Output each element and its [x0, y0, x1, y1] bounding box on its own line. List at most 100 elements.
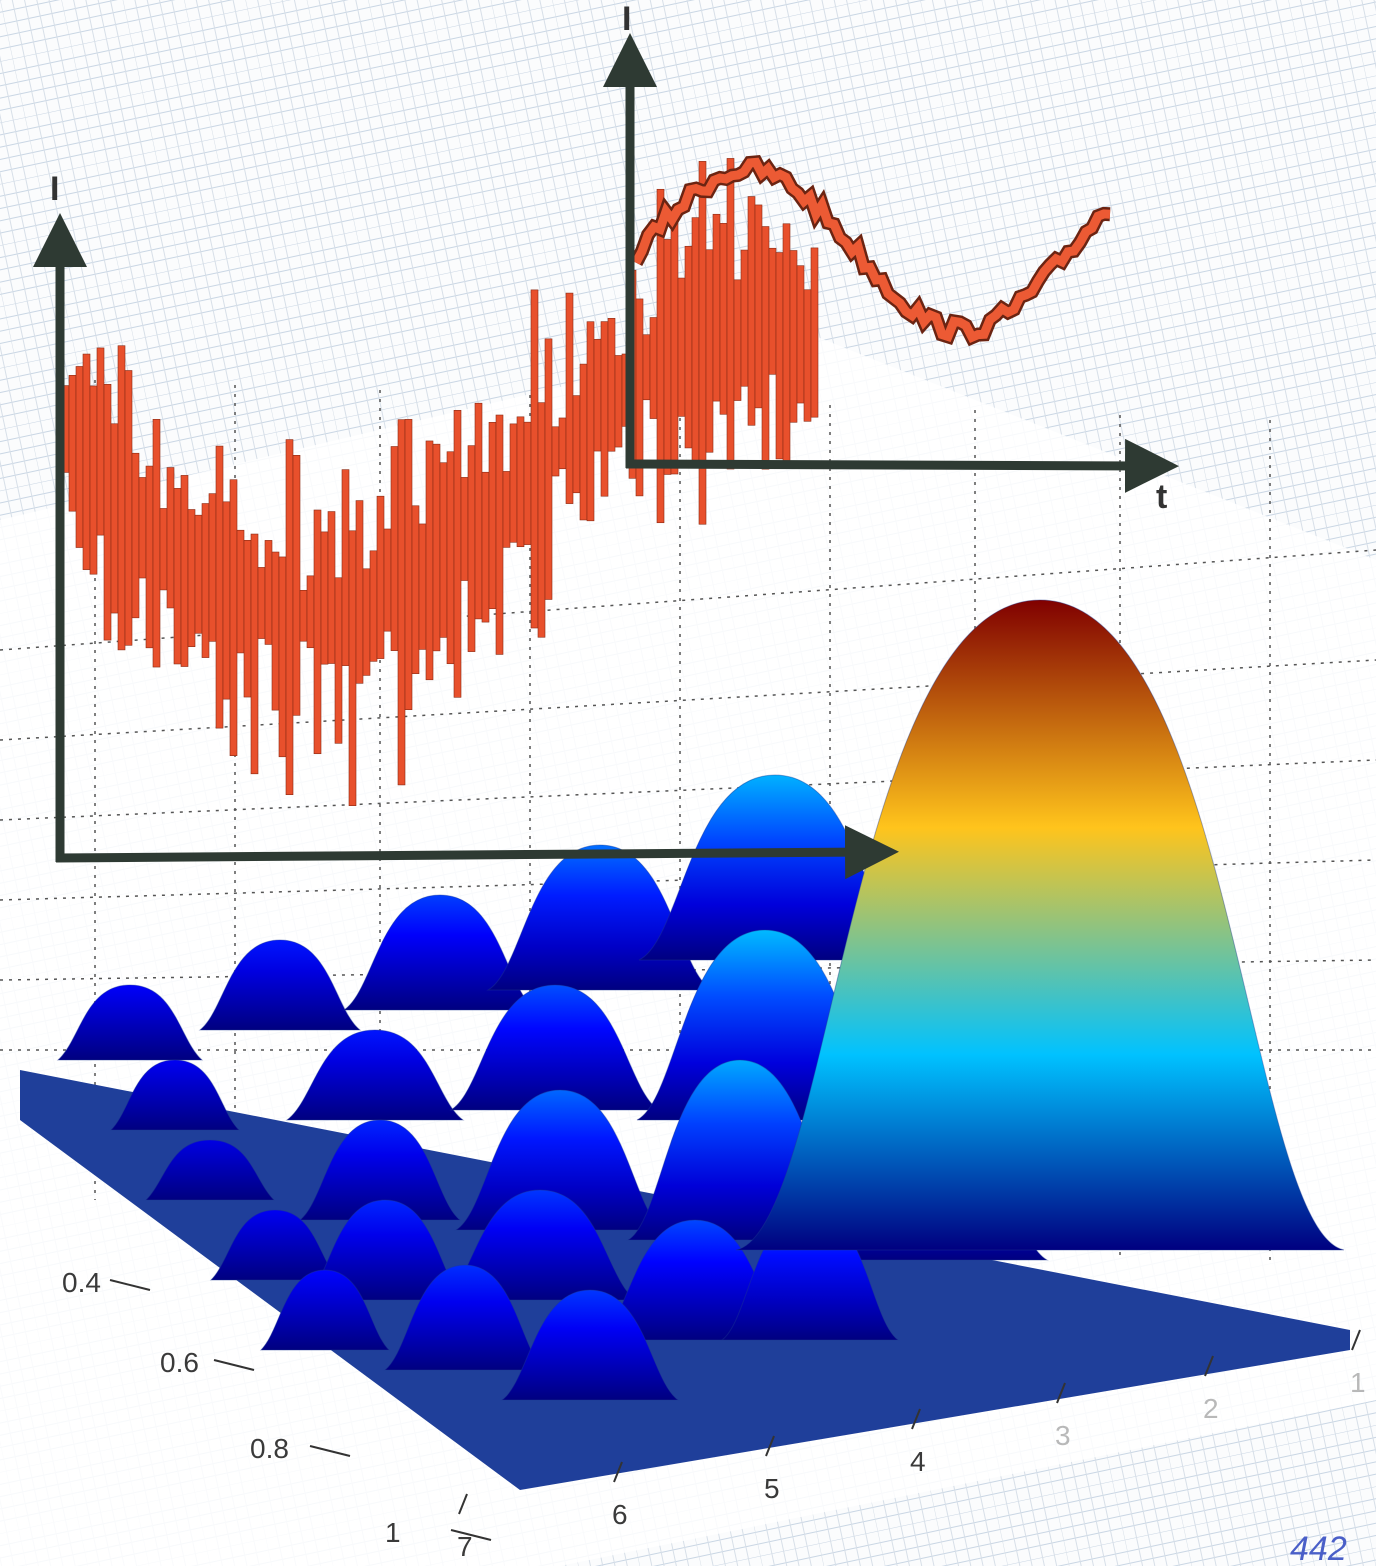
noisy-signal-bar [118, 346, 125, 650]
noisy-signal-bar [713, 214, 720, 401]
noisy-signal-bar [468, 446, 475, 652]
noisy-signal-bar [706, 250, 713, 453]
noisy-signal-bar [650, 318, 657, 419]
noisy-signal-bar [83, 354, 90, 570]
noisy-signal-bar [797, 266, 804, 403]
noisy-signal-bar [174, 488, 181, 664]
left-x-axis [56, 852, 872, 858]
noisy-signal-bar [608, 318, 615, 451]
noisy-signal-bar [769, 248, 776, 374]
noisy-signal-bar [685, 246, 692, 448]
noisy-signal-bar [188, 510, 195, 647]
noisy-signal-bar [314, 510, 321, 754]
tick-label: 4 [910, 1446, 926, 1477]
noisy-signal-bar [678, 278, 685, 416]
cover-art: I I t 0.40.60.817654321 442 [0, 0, 1376, 1566]
noisy-signal-bar [300, 590, 307, 641]
noisy-signal-bar [699, 161, 706, 524]
noisy-signal-bar [258, 567, 265, 638]
tick-label: 2 [1203, 1393, 1219, 1424]
noisy-signal-bar [97, 348, 104, 535]
noisy-signal-bar [377, 496, 384, 658]
noisy-signal-bar [223, 502, 230, 699]
noisy-signal-bar [181, 475, 188, 666]
noisy-signal-bar [342, 470, 349, 666]
noisy-signal-bar [209, 494, 216, 642]
noisy-signal-bar [496, 415, 503, 654]
noisy-signal-bar [405, 419, 412, 709]
noisy-signal-bar [573, 396, 580, 493]
noisy-signal-bar [384, 529, 391, 631]
noisy-signal-bar [524, 422, 531, 544]
noisy-signal-bar [251, 534, 258, 774]
noisy-signal-bar [601, 322, 608, 497]
noisy-signal-bar [370, 551, 377, 662]
noisy-signal-bar [139, 477, 146, 578]
noisy-signal-bar [69, 375, 76, 511]
tick-label: 5 [764, 1473, 780, 1504]
noisy-signal-bar [230, 480, 237, 756]
noisy-signal-bar [419, 524, 426, 649]
noisy-signal-bar [643, 335, 650, 400]
noisy-signal-bar [356, 501, 363, 684]
noisy-signal-bar [762, 227, 769, 470]
tick-label: 0.8 [250, 1433, 289, 1464]
noisy-signal-bar [510, 424, 517, 542]
tick-label: 0.4 [62, 1267, 101, 1298]
tick-label: 3 [1055, 1420, 1071, 1451]
noisy-signal-bar [559, 418, 566, 469]
noisy-signal-bar [454, 410, 461, 697]
noisy-signal-bar [321, 532, 328, 664]
noisy-signal-bar [587, 322, 594, 521]
noisy-signal-bar [111, 424, 118, 613]
noisy-signal-bar [216, 446, 223, 728]
noisy-signal-bar [76, 366, 83, 547]
noisy-signal-bar [195, 515, 202, 633]
noisy-signal-bar [160, 508, 167, 589]
noisy-signal-bar [538, 403, 545, 638]
handwritten-note: 442 [1290, 1530, 1347, 1566]
axis-label: I [622, 0, 631, 38]
noisy-signal-bar [755, 205, 762, 408]
noisy-signal-bar [503, 471, 510, 547]
noisy-signal-bar [615, 355, 622, 447]
noisy-signal-bar [349, 531, 356, 806]
tick-label: 1 [1350, 1367, 1366, 1398]
noisy-signal-bar [132, 453, 139, 618]
noisy-signal-bar [531, 290, 538, 628]
noisy-signal-bar [90, 386, 97, 574]
noisy-signal-bar [475, 403, 482, 619]
page: I I t 0.40.60.817654321 442 (() => { con… [0, 0, 1376, 1566]
noisy-signal-bar [734, 280, 741, 401]
noisy-signal-bar [363, 569, 370, 676]
noisy-signal-bar [776, 253, 783, 459]
noisy-signal-bar [286, 440, 293, 795]
axis-label: I [50, 170, 59, 208]
noisy-signal-bar [104, 384, 111, 640]
noisy-signal-bar [237, 530, 244, 653]
noisy-signal-bar [153, 419, 160, 667]
noisy-signal-bar [167, 468, 174, 608]
noisy-signal-bar [426, 441, 433, 680]
noisy-signal-bar [517, 417, 524, 547]
noisy-signal-bar [748, 197, 755, 426]
noisy-signal-bar [146, 466, 153, 648]
right-x-axis [626, 464, 1152, 466]
noisy-signal-bar [482, 472, 489, 622]
noisy-signal-bar [783, 224, 790, 465]
noisy-signal-bar [741, 250, 748, 386]
axis-label: t [1156, 478, 1167, 516]
noisy-signal-bar [580, 364, 587, 520]
noisy-signal-bar [566, 293, 573, 504]
tick-label: 0.6 [160, 1347, 199, 1378]
tick-label: 7 [457, 1531, 473, 1562]
noisy-signal-bar [293, 455, 300, 715]
noisy-signal-bar [272, 552, 279, 710]
noisy-signal-bar [790, 251, 797, 423]
noisy-signal-bar [545, 339, 552, 600]
noisy-signal-bar [461, 477, 468, 580]
noisy-signal-bar [664, 239, 671, 474]
noisy-signal-bar [440, 463, 447, 638]
noisy-signal-bar [307, 576, 314, 648]
noisy-signal-bar [489, 422, 496, 608]
